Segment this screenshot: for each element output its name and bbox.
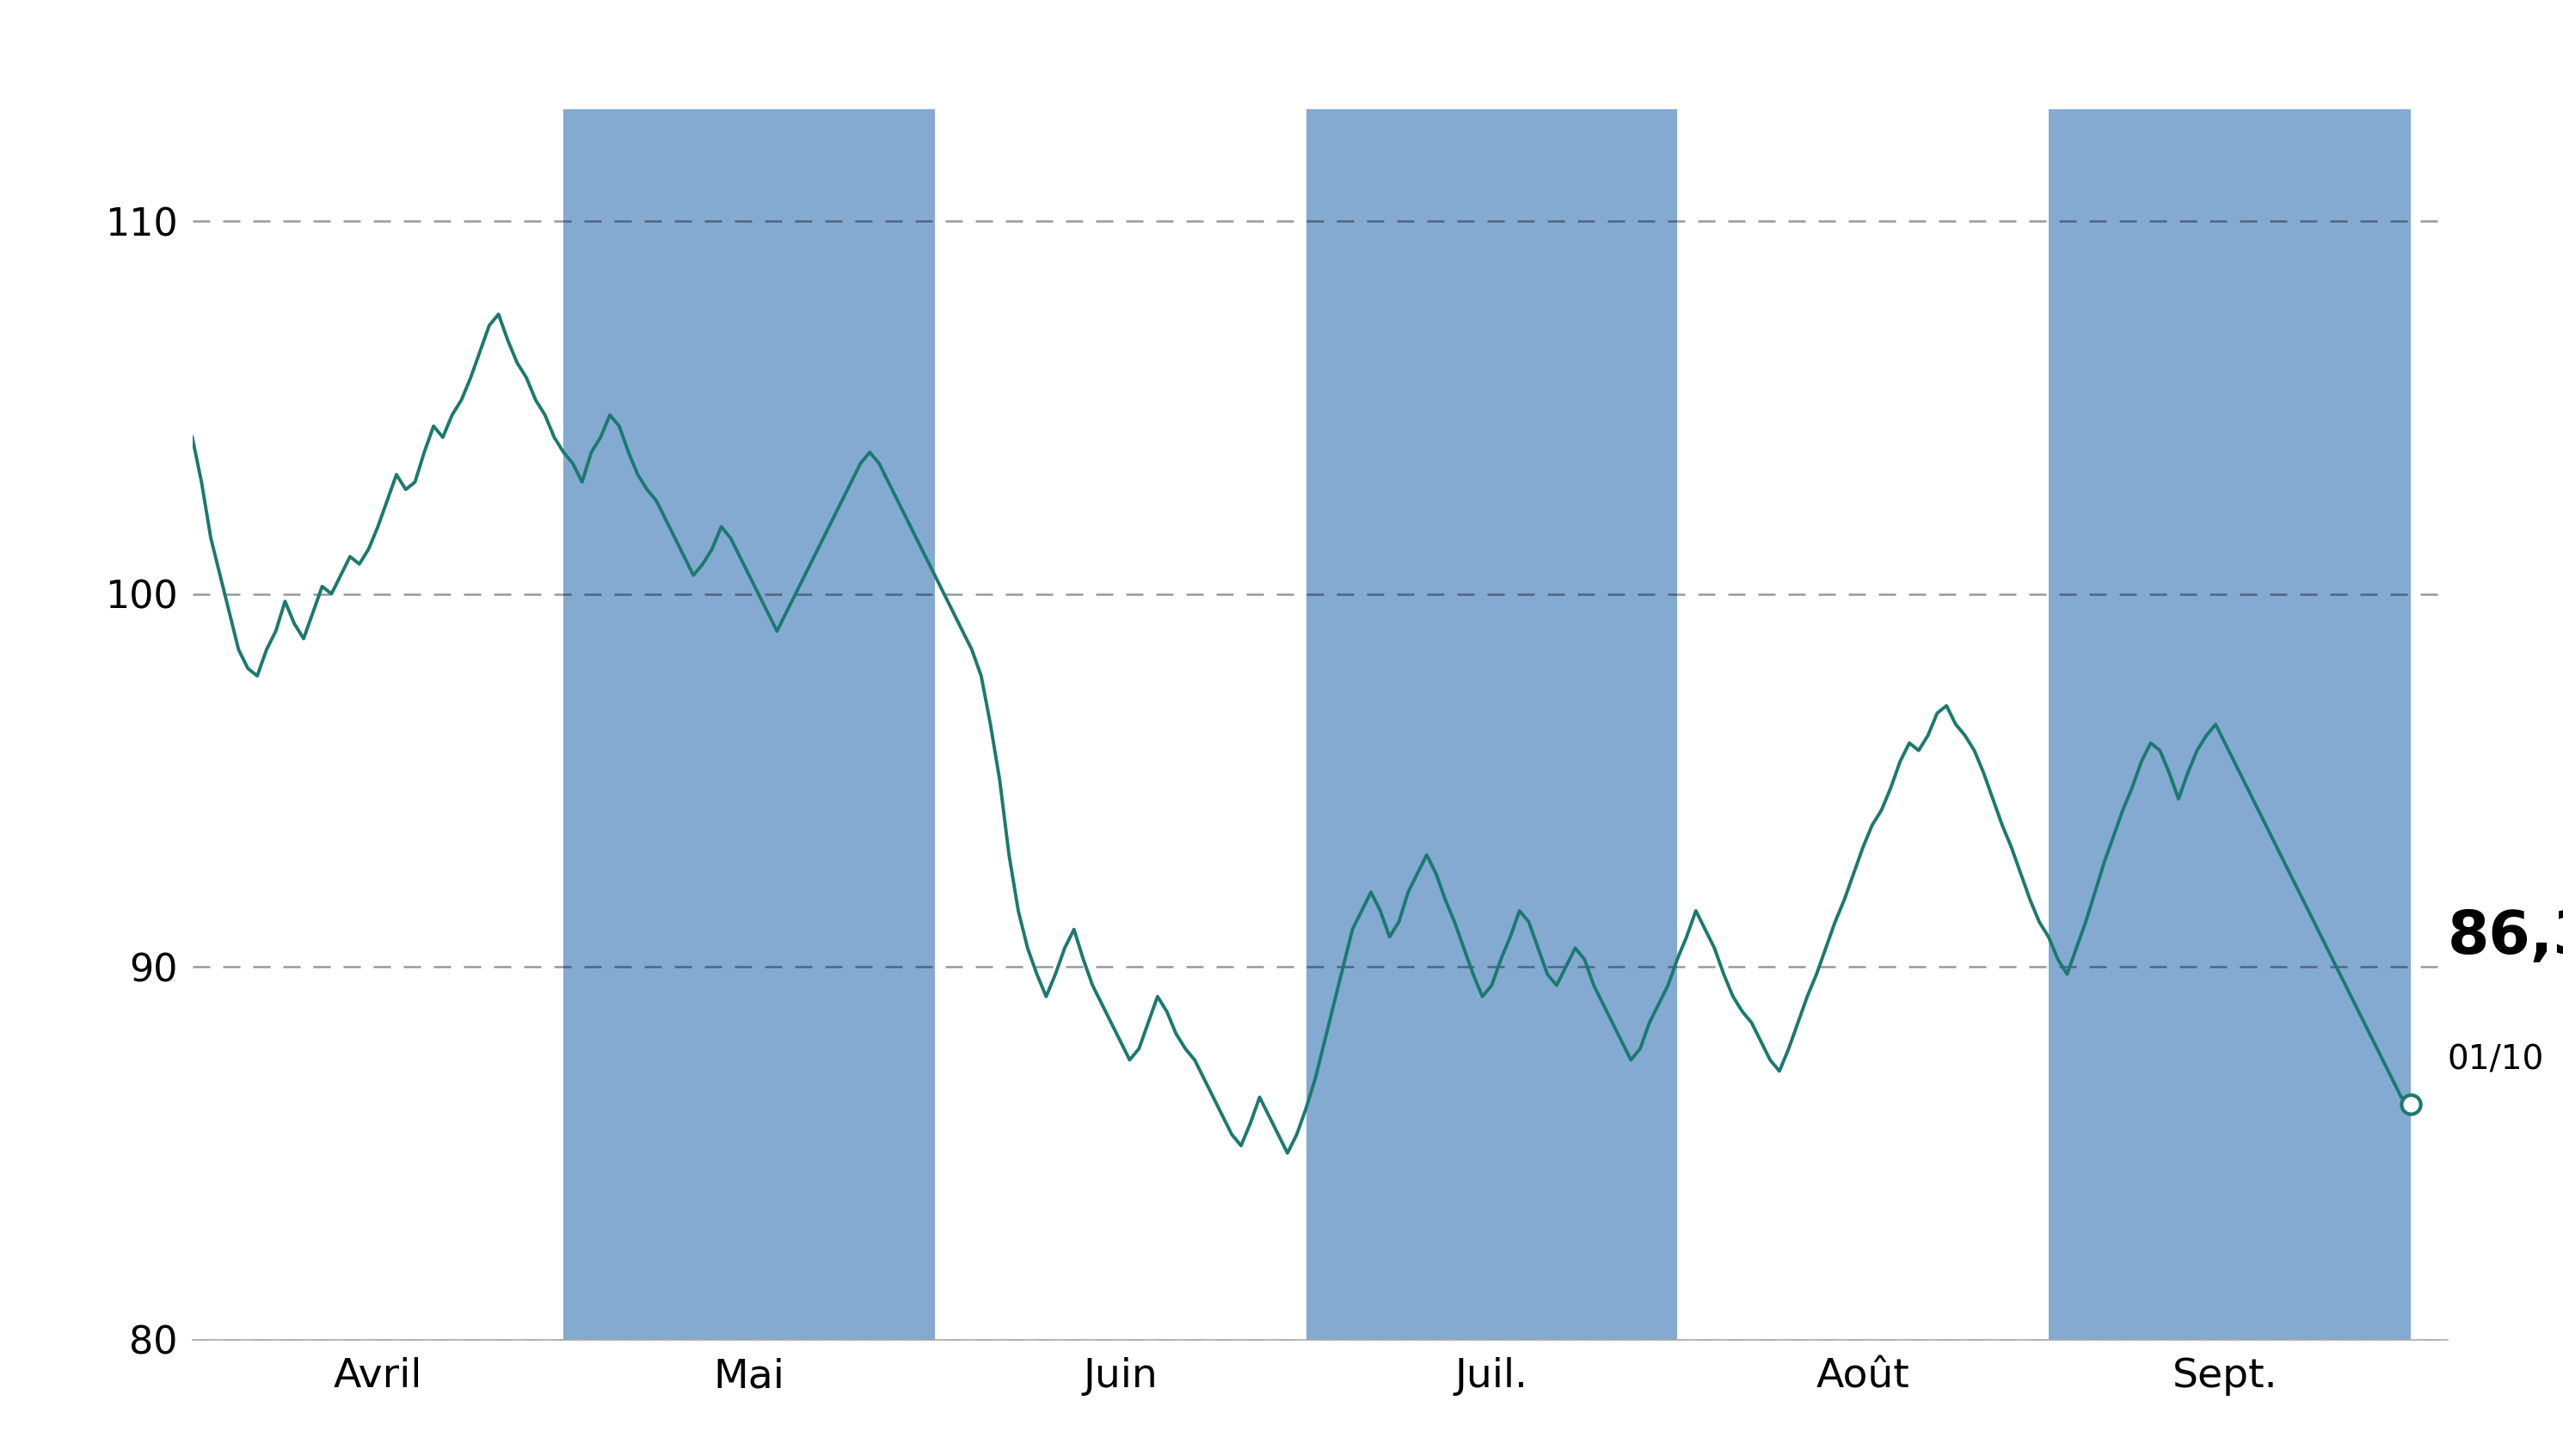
Bar — [2048, 109, 2412, 1340]
Bar — [1307, 109, 1676, 1340]
Text: EIFFAGE: EIFFAGE — [1084, 6, 1479, 89]
Text: 86,30: 86,30 — [2448, 909, 2563, 965]
Text: 01/10: 01/10 — [2448, 1044, 2545, 1076]
Bar — [564, 109, 935, 1340]
